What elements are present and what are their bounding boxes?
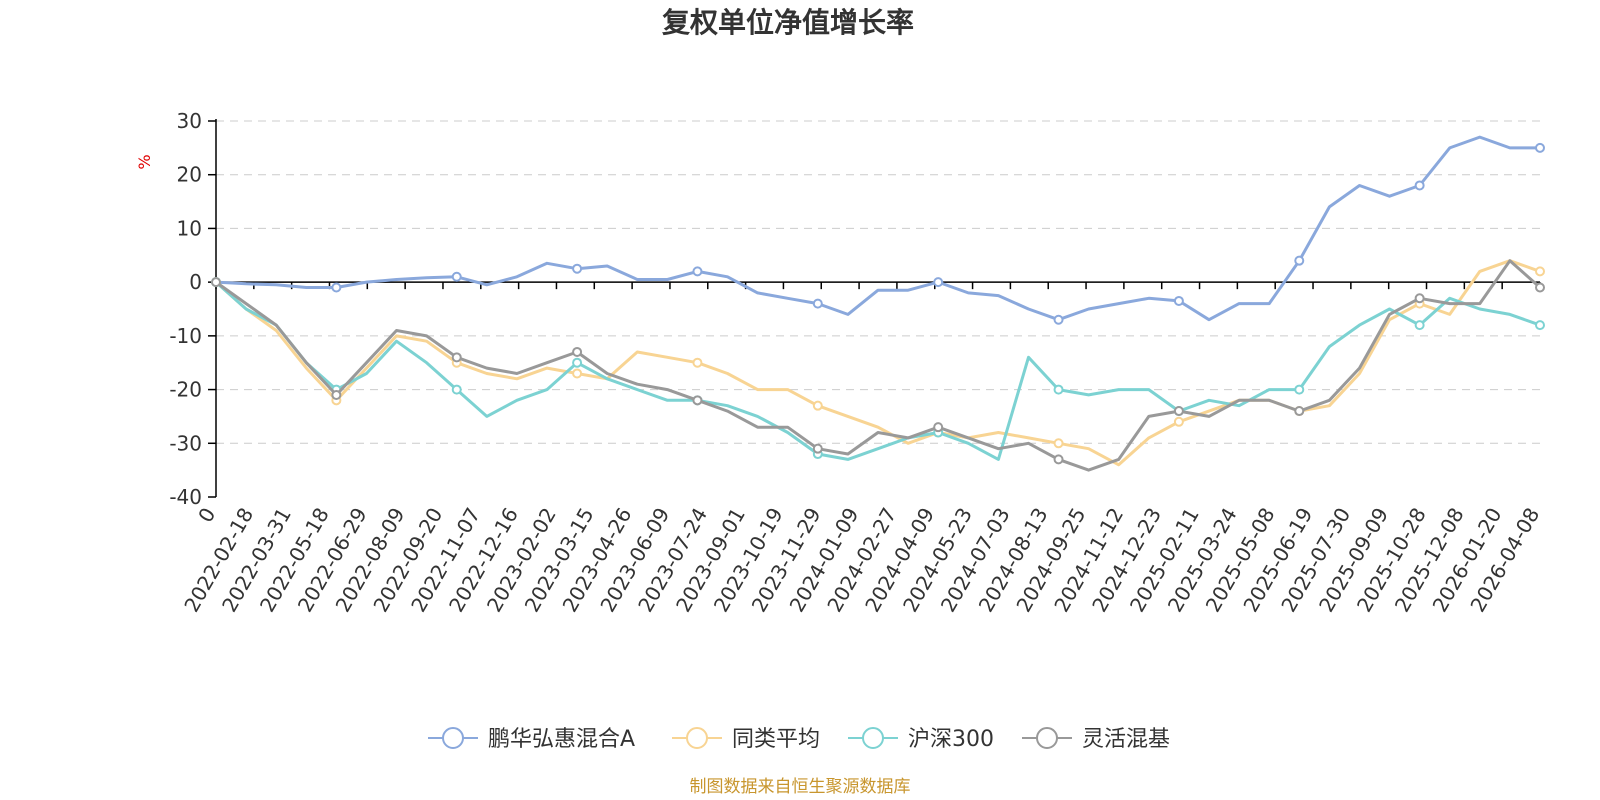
series-point[interactable] bbox=[572, 263, 583, 274]
series-point[interactable] bbox=[1294, 255, 1305, 266]
x-tick-label: 0 bbox=[193, 504, 220, 527]
series-point[interactable] bbox=[1294, 406, 1305, 417]
legend-marker-icon bbox=[686, 727, 708, 749]
y-tick-label: -10 bbox=[169, 324, 202, 348]
series-point[interactable] bbox=[1053, 454, 1064, 465]
series-point[interactable] bbox=[572, 357, 583, 368]
legend-label: 灵活混基 bbox=[1082, 727, 1170, 752]
series-point[interactable] bbox=[1535, 266, 1545, 277]
legend: 鹏华弘惠混合A 同类平均 沪深300 灵活混基 bbox=[428, 727, 1170, 752]
series-line-3 bbox=[215, 280, 1541, 461]
series-point[interactable] bbox=[1173, 295, 1184, 306]
grid-lines bbox=[216, 120, 1540, 444]
y-tick-label: 20 bbox=[177, 163, 202, 187]
legend-marker-icon bbox=[1036, 727, 1058, 749]
series-point[interactable] bbox=[451, 384, 462, 395]
y-axis-unit: % bbox=[135, 154, 154, 169]
series-point[interactable] bbox=[692, 266, 703, 277]
series-point[interactable] bbox=[572, 368, 583, 379]
legend-label: 鹏华弘惠混合A bbox=[488, 727, 635, 752]
y-tick-label: -40 bbox=[169, 485, 202, 509]
series-point[interactable] bbox=[812, 400, 823, 411]
series-point[interactable] bbox=[1053, 438, 1064, 449]
y-tick-label: 30 bbox=[177, 109, 202, 133]
y-tick-labels: 30 20 10 0 -10 -20 -30 -40 bbox=[169, 109, 202, 509]
y-tick-label: 0 bbox=[189, 270, 202, 294]
series-point[interactable] bbox=[572, 346, 583, 357]
chart-title: 复权单位净值增长率 bbox=[662, 6, 914, 39]
series-point[interactable] bbox=[1294, 384, 1305, 395]
series-line-2 bbox=[215, 259, 1541, 467]
series-point[interactable] bbox=[211, 277, 221, 288]
legend-item-csi300[interactable]: 沪深300 bbox=[848, 727, 994, 752]
legend-marker-icon bbox=[442, 727, 464, 749]
series-point[interactable] bbox=[451, 352, 462, 363]
series-lines bbox=[211, 135, 1545, 472]
y-tick-label: -30 bbox=[169, 431, 202, 455]
series-point[interactable] bbox=[812, 298, 823, 309]
y-tick-label: 10 bbox=[177, 216, 202, 240]
series-point[interactable] bbox=[812, 443, 823, 454]
series-point[interactable] bbox=[1414, 320, 1425, 331]
legend-label: 同类平均 bbox=[732, 727, 820, 752]
y-tick-label: -20 bbox=[169, 378, 202, 402]
series-point[interactable] bbox=[1414, 293, 1425, 304]
series-point[interactable] bbox=[451, 271, 462, 282]
axes bbox=[208, 119, 1541, 498]
series-point[interactable] bbox=[1173, 406, 1184, 417]
series-point[interactable] bbox=[933, 422, 944, 433]
legend-item-fund[interactable]: 鹏华弘惠混合A bbox=[428, 727, 635, 752]
series-point[interactable] bbox=[1173, 416, 1184, 427]
series-point[interactable] bbox=[933, 277, 944, 288]
series-line-4 bbox=[215, 259, 1541, 472]
series-point[interactable] bbox=[1535, 282, 1545, 293]
series-point[interactable] bbox=[1053, 384, 1064, 395]
series-point[interactable] bbox=[692, 395, 703, 406]
series-point[interactable] bbox=[1414, 180, 1425, 191]
series-point[interactable] bbox=[692, 357, 703, 368]
legend-item-flexible-hybrid[interactable]: 灵活混基 bbox=[1022, 727, 1170, 752]
data-source-note: 制图数据来自恒生聚源数据库 bbox=[690, 777, 911, 797]
legend-marker-icon bbox=[862, 727, 884, 749]
x-tick-labels: 02022-02-182022-03-312022-05-182022-06-2… bbox=[179, 503, 1544, 616]
series-point[interactable] bbox=[1535, 142, 1545, 153]
series-point[interactable] bbox=[331, 282, 342, 293]
series-point[interactable] bbox=[1053, 314, 1064, 325]
series-line-1 bbox=[215, 135, 1540, 322]
series-point[interactable] bbox=[1535, 320, 1545, 331]
legend-item-peer-average[interactable]: 同类平均 bbox=[672, 727, 820, 752]
legend-label: 沪深300 bbox=[908, 727, 994, 752]
series-point[interactable] bbox=[331, 389, 342, 400]
